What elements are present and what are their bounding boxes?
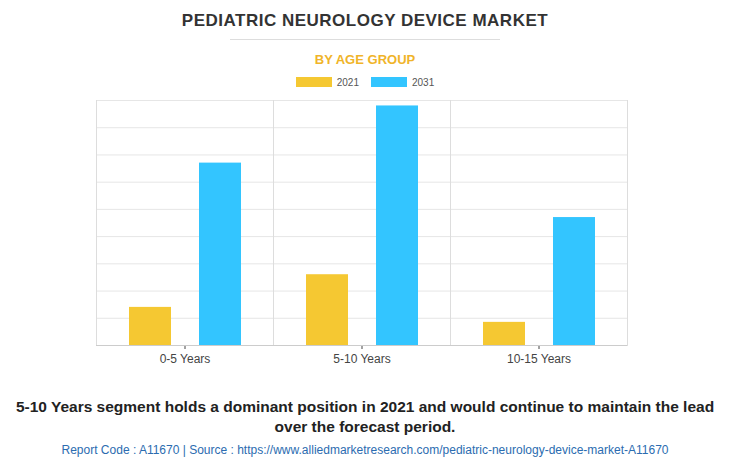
html-text:2021: 2021 xyxy=(336,76,359,88)
svg-text:5-10 Years: 5-10 Years xyxy=(333,352,390,366)
html-text:2031: 2031 xyxy=(412,76,435,88)
svg-text:0-5 Years: 0-5 Years xyxy=(160,352,211,366)
html-text:Report Code : A11670 | Source: Report Code : A11670 | Source : https://… xyxy=(61,443,669,457)
html-text:PEDIATRIC NEUROLOGY DEVICE MAR: PEDIATRIC NEUROLOGY DEVICE MARKET xyxy=(181,11,549,30)
html-text:5-10 Years segment holds a dom: 5-10 Years segment holds a dominant posi… xyxy=(15,398,715,435)
html-text:BY AGE GROUP: BY AGE GROUP xyxy=(314,52,416,67)
svg-text:10-15 Years: 10-15 Years xyxy=(507,352,571,366)
